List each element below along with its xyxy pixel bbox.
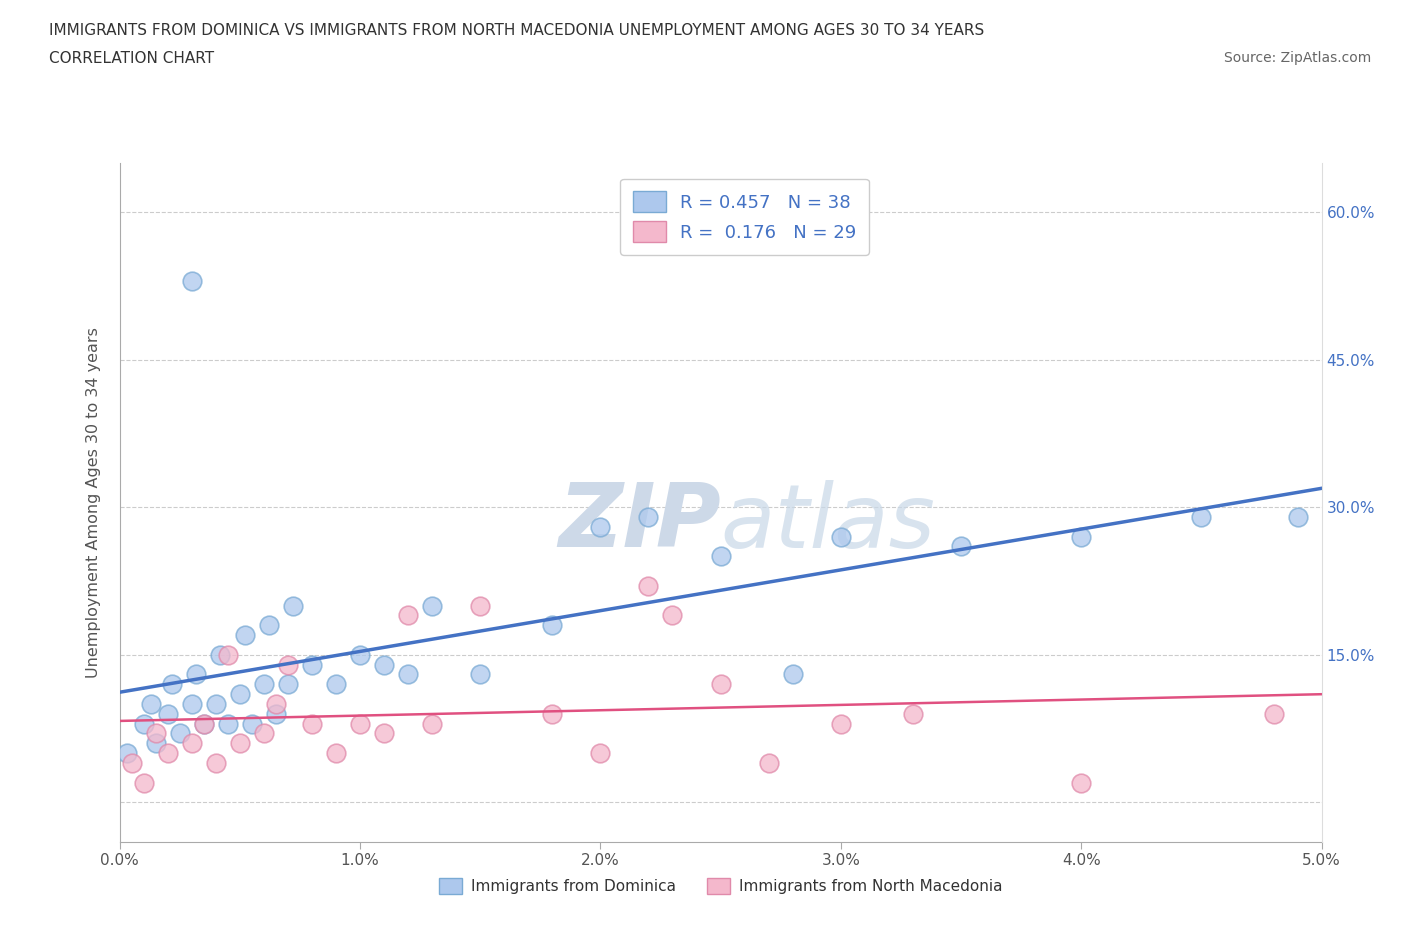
Point xyxy=(186,667,208,682)
Point xyxy=(301,658,323,672)
Point xyxy=(281,598,304,613)
Point xyxy=(180,736,202,751)
Point xyxy=(204,697,226,711)
Point xyxy=(709,677,731,692)
Point xyxy=(132,776,155,790)
Point xyxy=(349,647,371,662)
Point xyxy=(950,539,973,554)
Point xyxy=(264,697,287,711)
Point xyxy=(1286,510,1309,525)
Point xyxy=(132,716,155,731)
Point xyxy=(1070,776,1092,790)
Point xyxy=(204,755,226,770)
Point xyxy=(145,736,167,751)
Point xyxy=(115,746,138,761)
Point xyxy=(420,598,443,613)
Point xyxy=(180,273,202,288)
Point xyxy=(228,736,252,751)
Point xyxy=(589,746,612,761)
Point xyxy=(217,647,239,662)
Text: IMMIGRANTS FROM DOMINICA VS IMMIGRANTS FROM NORTH MACEDONIA UNEMPLOYMENT AMONG A: IMMIGRANTS FROM DOMINICA VS IMMIGRANTS F… xyxy=(49,23,984,38)
Point xyxy=(541,618,564,632)
Point xyxy=(156,746,179,761)
Point xyxy=(325,677,347,692)
Point xyxy=(228,686,252,701)
Text: CORRELATION CHART: CORRELATION CHART xyxy=(49,51,214,66)
Point xyxy=(257,618,280,632)
Point xyxy=(468,667,492,682)
Point xyxy=(349,716,371,731)
Point xyxy=(264,706,287,721)
Text: Source: ZipAtlas.com: Source: ZipAtlas.com xyxy=(1223,51,1371,65)
Point xyxy=(830,529,852,544)
Point xyxy=(373,658,395,672)
Point xyxy=(589,519,612,534)
Y-axis label: Unemployment Among Ages 30 to 34 years: Unemployment Among Ages 30 to 34 years xyxy=(86,326,101,678)
Point xyxy=(758,755,780,770)
Text: atlas: atlas xyxy=(720,480,935,565)
Point xyxy=(468,598,492,613)
Point xyxy=(1070,529,1092,544)
Point xyxy=(782,667,804,682)
Point xyxy=(193,716,215,731)
Point xyxy=(420,716,443,731)
Point xyxy=(661,608,683,623)
Point xyxy=(253,677,276,692)
Point xyxy=(139,697,162,711)
Point xyxy=(396,667,419,682)
Point xyxy=(193,716,215,731)
Point xyxy=(240,716,263,731)
Point xyxy=(277,658,299,672)
Point xyxy=(233,628,256,643)
Point xyxy=(396,608,419,623)
Point xyxy=(277,677,299,692)
Point xyxy=(209,647,232,662)
Point xyxy=(217,716,239,731)
Point xyxy=(253,726,276,741)
Point xyxy=(301,716,323,731)
Point xyxy=(830,716,852,731)
Point xyxy=(901,706,924,721)
Point xyxy=(637,578,659,593)
Point xyxy=(169,726,191,741)
Point xyxy=(145,726,167,741)
Point xyxy=(1263,706,1285,721)
Point xyxy=(709,549,731,564)
Point xyxy=(637,510,659,525)
Legend: Immigrants from Dominica, Immigrants from North Macedonia: Immigrants from Dominica, Immigrants fro… xyxy=(432,870,1010,902)
Point xyxy=(180,697,202,711)
Point xyxy=(1189,510,1212,525)
Point xyxy=(156,706,179,721)
Point xyxy=(162,677,184,692)
Text: ZIP: ZIP xyxy=(558,479,720,566)
Point xyxy=(325,746,347,761)
Point xyxy=(121,755,143,770)
Point xyxy=(373,726,395,741)
Point xyxy=(541,706,564,721)
